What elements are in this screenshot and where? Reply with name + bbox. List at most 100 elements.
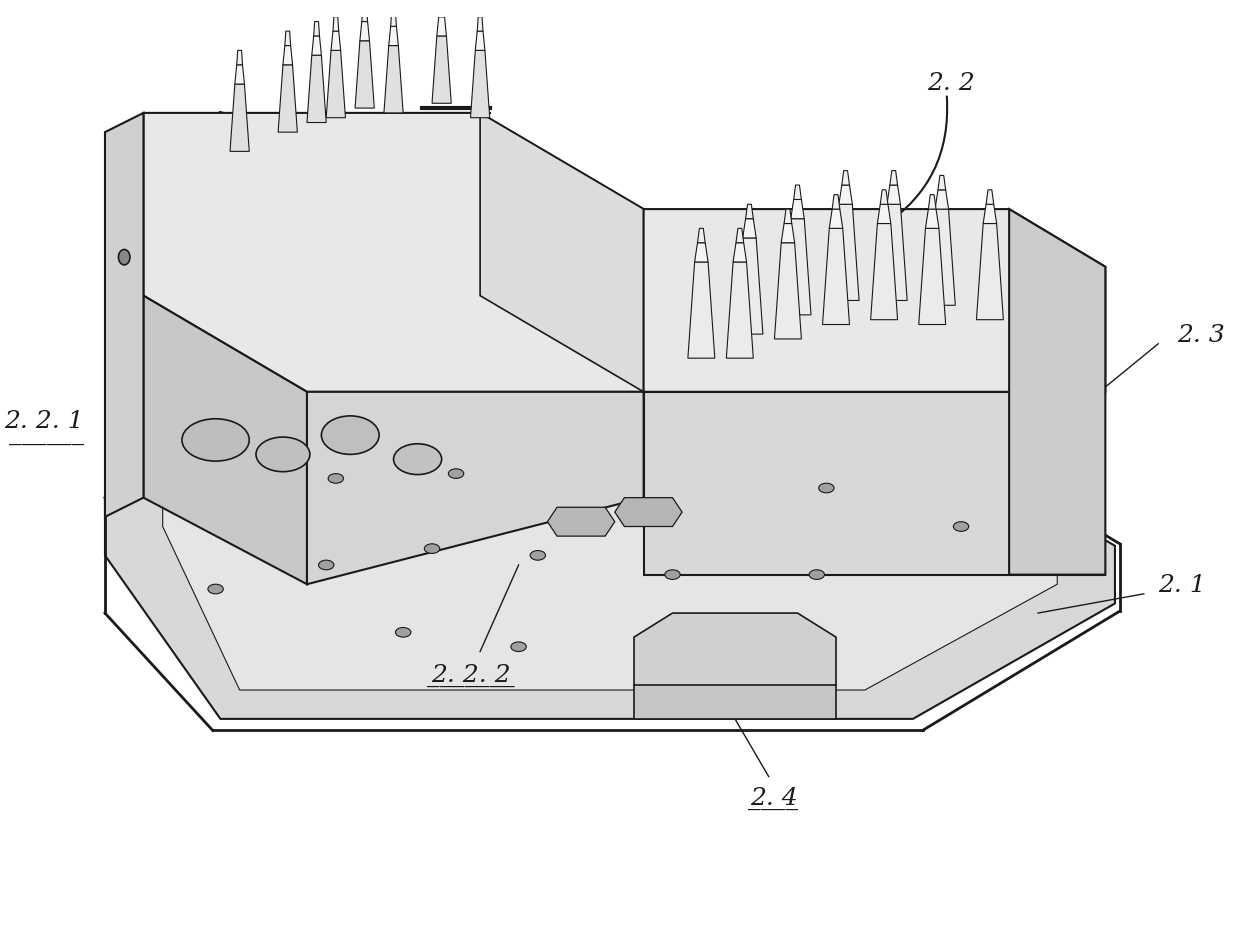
Polygon shape (634, 613, 836, 710)
Polygon shape (355, 42, 374, 109)
Polygon shape (832, 196, 839, 210)
Ellipse shape (424, 544, 440, 554)
Ellipse shape (511, 642, 526, 651)
Polygon shape (285, 32, 290, 46)
Ellipse shape (255, 438, 310, 472)
Polygon shape (842, 172, 849, 186)
Ellipse shape (449, 470, 464, 479)
Polygon shape (644, 393, 1105, 575)
Polygon shape (360, 22, 370, 42)
Polygon shape (547, 508, 615, 536)
Polygon shape (475, 32, 485, 51)
Polygon shape (439, 4, 444, 18)
Polygon shape (832, 205, 859, 302)
Polygon shape (784, 219, 811, 316)
Polygon shape (733, 243, 746, 263)
Text: 2. 2. 2: 2. 2. 2 (430, 664, 511, 687)
Polygon shape (870, 225, 898, 320)
Polygon shape (311, 37, 321, 56)
Ellipse shape (665, 570, 681, 580)
Polygon shape (925, 210, 939, 229)
Text: ____: ____ (749, 786, 799, 809)
Text: _______: _______ (427, 664, 515, 687)
Polygon shape (737, 229, 744, 243)
Polygon shape (615, 498, 682, 527)
Polygon shape (781, 225, 795, 243)
Polygon shape (822, 229, 849, 325)
Polygon shape (237, 51, 243, 66)
Polygon shape (144, 296, 308, 585)
Polygon shape (743, 219, 756, 238)
Polygon shape (308, 393, 644, 585)
Polygon shape (162, 459, 1058, 690)
Polygon shape (634, 686, 836, 719)
Polygon shape (480, 114, 644, 393)
Ellipse shape (808, 570, 825, 580)
Polygon shape (278, 66, 298, 133)
Ellipse shape (182, 419, 249, 461)
Polygon shape (839, 186, 852, 205)
Polygon shape (727, 263, 753, 359)
Ellipse shape (954, 522, 968, 532)
Text: 2. 2: 2. 2 (928, 71, 976, 95)
Ellipse shape (208, 585, 223, 594)
Ellipse shape (119, 251, 130, 265)
Polygon shape (775, 243, 801, 340)
Text: 2. 3: 2. 3 (1178, 323, 1225, 346)
Polygon shape (880, 190, 888, 205)
Polygon shape (794, 186, 801, 200)
Polygon shape (432, 37, 451, 104)
Polygon shape (384, 46, 403, 114)
Polygon shape (791, 200, 805, 219)
Ellipse shape (319, 561, 334, 570)
Polygon shape (745, 205, 753, 219)
Polygon shape (935, 190, 949, 210)
Polygon shape (1009, 210, 1105, 575)
Polygon shape (737, 238, 763, 335)
Polygon shape (890, 172, 898, 186)
Polygon shape (983, 205, 997, 225)
Polygon shape (976, 225, 1003, 320)
Polygon shape (105, 431, 1115, 719)
Polygon shape (231, 85, 249, 152)
Polygon shape (986, 190, 993, 205)
Polygon shape (878, 205, 890, 225)
Polygon shape (283, 46, 293, 66)
Polygon shape (436, 18, 446, 37)
Polygon shape (362, 8, 367, 22)
Polygon shape (919, 229, 946, 325)
Ellipse shape (329, 474, 343, 483)
Text: 2. 1: 2. 1 (1158, 574, 1207, 596)
Polygon shape (830, 210, 843, 229)
Polygon shape (331, 32, 341, 51)
Polygon shape (880, 205, 908, 302)
Ellipse shape (818, 483, 835, 494)
Ellipse shape (393, 445, 441, 475)
Polygon shape (644, 210, 1105, 393)
Ellipse shape (321, 417, 379, 455)
Polygon shape (308, 56, 326, 123)
Polygon shape (784, 210, 792, 225)
Ellipse shape (531, 551, 546, 561)
Polygon shape (697, 229, 706, 243)
Polygon shape (929, 210, 955, 306)
Polygon shape (694, 243, 708, 263)
Polygon shape (929, 196, 936, 210)
Polygon shape (334, 18, 339, 32)
Text: ______: ______ (9, 421, 84, 445)
Polygon shape (234, 66, 244, 85)
Ellipse shape (396, 628, 410, 638)
Polygon shape (470, 51, 490, 119)
Polygon shape (314, 22, 320, 37)
Polygon shape (326, 51, 346, 119)
Text: 2. 2. 1: 2. 2. 1 (4, 410, 84, 432)
Polygon shape (388, 27, 398, 46)
Text: 2. 4: 2. 4 (750, 786, 797, 809)
Polygon shape (937, 176, 946, 190)
Polygon shape (105, 114, 144, 517)
Polygon shape (688, 263, 714, 359)
Polygon shape (144, 114, 644, 393)
Polygon shape (477, 18, 484, 32)
Polygon shape (887, 186, 900, 205)
Polygon shape (391, 13, 397, 27)
